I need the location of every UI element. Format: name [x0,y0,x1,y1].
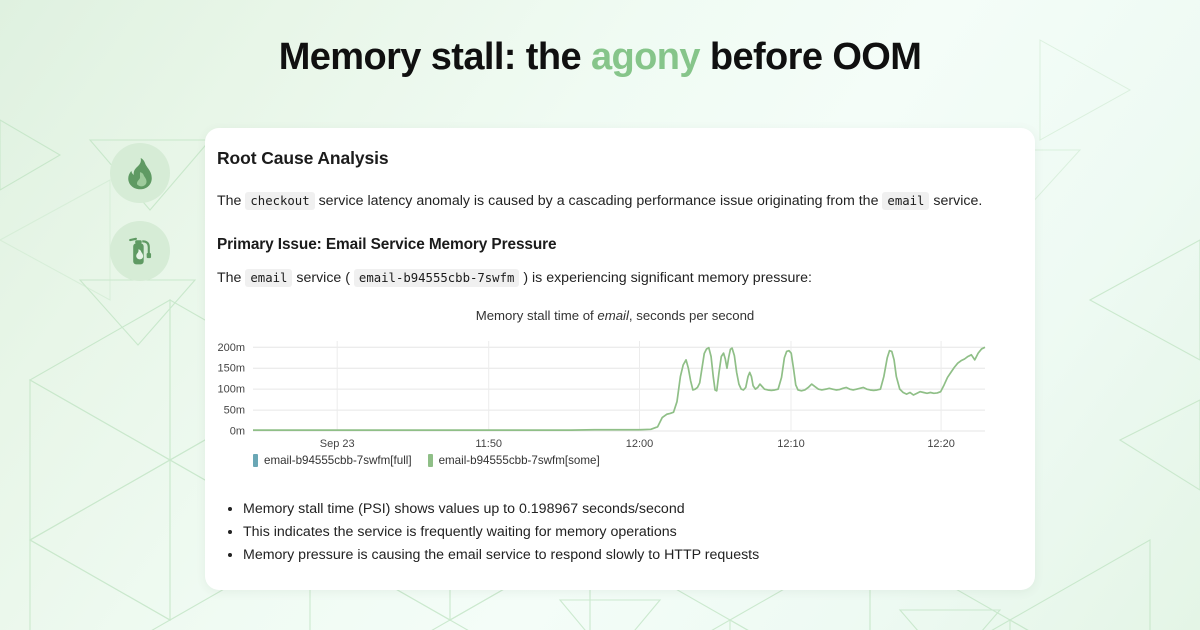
chart-x-gridlines [336,341,942,432]
findings-list: Memory stall time (PSI) shows values up … [217,498,1021,567]
chart-plot-area: 200m 150m 100m 50m 0m Sep 23 11:50 12:00 12:10 1… [205,335,1035,450]
detail-paragraph: The email service ( email-b94555cbb-7swf… [217,268,1021,289]
chart-legend: email-b94555cbb-7swfm[full] email-b94555… [205,454,1035,468]
page-title-suffix: before OOM [699,36,922,78]
legend-item-full[interactable]: email-b94555cbb-7swfm[full] [253,454,412,468]
finding-item: Memory pressure is causing the email ser… [243,544,1021,567]
chart-title: Memory stall time of email, seconds per … [195,308,1035,323]
chart-x-axis-labels: Sep 23 11:50 12:00 12:10 12:20 [320,438,955,450]
chart-title-suffix: , seconds per second [628,308,755,324]
fire-extinguisher-icon [110,221,170,281]
legend-swatch-some [427,454,433,468]
chart-series-line-some [253,346,986,432]
legend-label-some: email-b94555cbb-7swfm[some] [438,454,600,468]
x-tick-label: Sep 23 [320,438,355,450]
inline-code-email-service: email [245,268,293,287]
inline-code-checkout: checkout [245,192,315,210]
inline-code-email: email [882,192,930,210]
y-tick-label: 0m [230,426,245,438]
intro-part1: The [217,193,246,209]
inline-code-pod-name: email-b94555cbb-7swfm [353,268,520,287]
y-tick-label: 100m [217,384,245,396]
chart-title-italic: email [597,308,629,324]
card-subheading: Primary Issue: Email Service Memory Pres… [217,235,557,253]
x-tick-label: 11:50 [475,438,502,450]
page-title-accent: agony [590,36,701,78]
y-tick-label: 50m [224,405,245,417]
page-title: Memory stall: the agony before OOM [0,36,1200,79]
chart-y-gridlines [253,346,985,432]
legend-label-full: email-b94555cbb-7swfm[full] [264,454,412,468]
flame-icon [110,143,170,203]
legend-swatch-full [253,454,258,468]
root-cause-analysis-card: Root Cause Analysis The checkout service… [205,128,1035,590]
legend-item-some[interactable]: email-b94555cbb-7swfm[some] [427,454,600,468]
x-tick-label: 12:20 [927,438,955,450]
intro-paragraph: The checkout service latency anomaly is … [217,191,1021,212]
finding-item: This indicates the service is frequently… [243,521,1021,544]
y-tick-label: 200m [217,342,245,354]
detail-part1: The [217,269,246,286]
page-title-prefix: Memory stall: the [278,36,591,78]
memory-stall-chart: Memory stall time of email, seconds per … [205,308,1035,488]
chart-title-prefix: Memory stall time of [475,308,598,324]
y-tick-label: 150m [217,363,245,375]
card-heading: Root Cause Analysis [217,148,389,168]
chart-svg: 200m 150m 100m 50m 0m Sep 23 11:50 12:00 12:10 1… [217,341,986,450]
x-tick-label: 12:00 [626,438,654,450]
intro-part3: service. [929,193,983,209]
x-tick-label: 12:10 [777,438,805,450]
finding-item: Memory stall time (PSI) shows values up … [243,498,1021,521]
chart-y-axis-labels: 200m 150m 100m 50m 0m [217,342,245,438]
detail-part2: service ( [292,269,354,286]
detail-part3: ) is experiencing significant memory pre… [519,269,812,286]
intro-part2: service latency anomaly is caused by a c… [314,193,883,209]
